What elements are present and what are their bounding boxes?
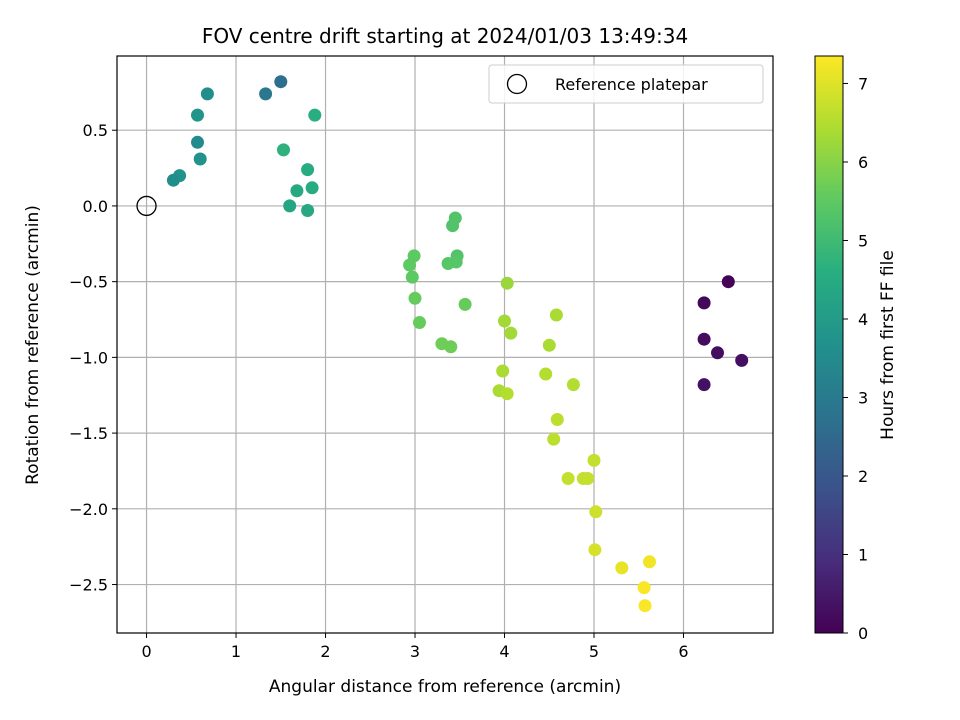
data-point xyxy=(308,108,322,122)
data-point xyxy=(539,367,553,381)
data-point xyxy=(301,163,315,177)
data-point xyxy=(166,173,180,187)
data-point xyxy=(587,453,601,467)
colorbar-tick-label: 4 xyxy=(858,310,868,329)
data-point xyxy=(500,387,514,401)
x-axis-ticks: 0 1 2 3 4 5 6 xyxy=(141,633,689,661)
colorbar-tick-label: 7 xyxy=(858,74,868,93)
data-point xyxy=(191,108,204,122)
data-point xyxy=(504,326,518,340)
x-tick-label: 1 xyxy=(231,642,241,661)
y-tick-label: 0.5 xyxy=(83,121,108,140)
data-point xyxy=(413,316,426,329)
data-point xyxy=(581,472,595,485)
data-point xyxy=(301,204,315,217)
x-tick-label: 4 xyxy=(499,642,509,661)
data-point xyxy=(561,472,575,485)
data-point xyxy=(615,561,629,575)
data-point xyxy=(458,297,472,311)
data-point xyxy=(566,378,580,392)
legend-box xyxy=(488,64,764,104)
y-tick-label: −2.5 xyxy=(69,576,108,595)
data-point xyxy=(735,353,749,367)
data-point xyxy=(305,181,319,195)
x-tick-label: 5 xyxy=(589,642,599,661)
data-point xyxy=(637,581,651,595)
data-point xyxy=(500,276,514,290)
colorbar-tick-label: 0 xyxy=(858,624,868,643)
colorbar-tick-label: 6 xyxy=(858,153,868,172)
legend-reference-marker xyxy=(506,73,528,95)
data-point xyxy=(542,338,556,352)
x-tick-label: 0 xyxy=(141,642,151,661)
data-point xyxy=(697,378,711,392)
reference-marker-layer xyxy=(136,195,157,217)
data-point xyxy=(193,152,207,166)
data-point xyxy=(697,332,711,346)
y-tick-label: −1.5 xyxy=(69,424,108,443)
data-point xyxy=(498,314,511,328)
x-axis-label: Angular distance from reference (arcmin) xyxy=(269,677,621,697)
data-point xyxy=(403,258,417,272)
colorbar-tick-label: 1 xyxy=(858,545,868,564)
y-tick-label: 0.0 xyxy=(83,197,108,216)
y-tick-label: −2.0 xyxy=(69,500,108,519)
data-point xyxy=(408,291,422,305)
colorbar-gradient xyxy=(814,55,844,634)
x-tick-label: 3 xyxy=(410,642,420,661)
data-point xyxy=(697,296,711,310)
y-tick-label: −1.0 xyxy=(69,348,108,367)
colorbar-tick-label: 5 xyxy=(858,231,868,250)
data-point xyxy=(549,308,563,322)
colorbar: 0 1 2 3 4 5 6 7 Hours from first FF file xyxy=(814,55,898,643)
data-points xyxy=(166,75,749,613)
data-point xyxy=(588,543,602,557)
data-point xyxy=(547,432,561,446)
colorbar-label: Hours from first FF file xyxy=(878,250,898,440)
x-tick-label: 6 xyxy=(678,642,688,661)
x-tick-label: 2 xyxy=(320,642,330,661)
data-point xyxy=(259,87,273,101)
data-point xyxy=(721,275,735,289)
legend-entry-reference-platepar: Reference platepar xyxy=(555,75,708,94)
data-point xyxy=(283,199,297,213)
plot-frame xyxy=(116,55,774,634)
colorbar-tick-label: 3 xyxy=(858,388,868,407)
reference-platepar-marker xyxy=(136,195,157,217)
data-point xyxy=(643,555,656,569)
data-point xyxy=(200,87,214,101)
data-point xyxy=(191,135,204,149)
data-point xyxy=(638,599,652,613)
legend: Reference platepar xyxy=(488,64,764,104)
gridlines xyxy=(117,56,773,633)
data-point xyxy=(446,219,460,233)
data-point xyxy=(589,505,603,519)
data-point xyxy=(444,340,458,354)
y-axis-label: Rotation from reference (arcmin) xyxy=(23,205,43,485)
data-point xyxy=(550,413,564,426)
data-point xyxy=(711,346,724,360)
colorbar-ticks: 0 1 2 3 4 5 6 7 xyxy=(843,74,868,643)
data-point xyxy=(441,257,455,270)
y-axis-ticks: −2.5 −2.0 −1.5 −1.0 −0.5 0.0 0.5 xyxy=(69,121,117,595)
data-point xyxy=(277,143,290,157)
colorbar-tick-label: 2 xyxy=(858,467,868,486)
data-point xyxy=(274,75,288,89)
data-point xyxy=(405,270,419,284)
data-point xyxy=(290,184,304,198)
data-point xyxy=(496,364,510,378)
chart-title: FOV centre drift starting at 2024/01/03 … xyxy=(202,24,688,48)
y-tick-label: −0.5 xyxy=(69,273,108,292)
